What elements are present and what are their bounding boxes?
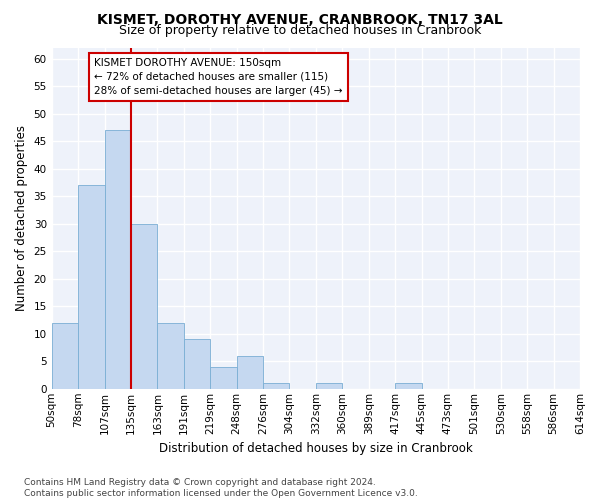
Bar	[52, 322, 78, 389]
Bar	[395, 384, 421, 389]
Text: Size of property relative to detached houses in Cranbrook: Size of property relative to detached ho…	[119, 24, 481, 37]
Bar	[157, 322, 184, 389]
Bar	[184, 339, 210, 389]
Text: Contains HM Land Registry data © Crown copyright and database right 2024.
Contai: Contains HM Land Registry data © Crown c…	[24, 478, 418, 498]
Bar	[316, 384, 342, 389]
Y-axis label: Number of detached properties: Number of detached properties	[15, 125, 28, 311]
Bar	[236, 356, 263, 389]
Bar	[263, 384, 289, 389]
Bar	[210, 366, 236, 389]
Bar	[131, 224, 157, 389]
Text: KISMET DOROTHY AVENUE: 150sqm
← 72% of detached houses are smaller (115)
28% of : KISMET DOROTHY AVENUE: 150sqm ← 72% of d…	[94, 58, 343, 96]
Bar	[78, 185, 104, 389]
Bar	[104, 130, 131, 389]
Text: KISMET, DOROTHY AVENUE, CRANBROOK, TN17 3AL: KISMET, DOROTHY AVENUE, CRANBROOK, TN17 …	[97, 12, 503, 26]
X-axis label: Distribution of detached houses by size in Cranbrook: Distribution of detached houses by size …	[159, 442, 473, 455]
